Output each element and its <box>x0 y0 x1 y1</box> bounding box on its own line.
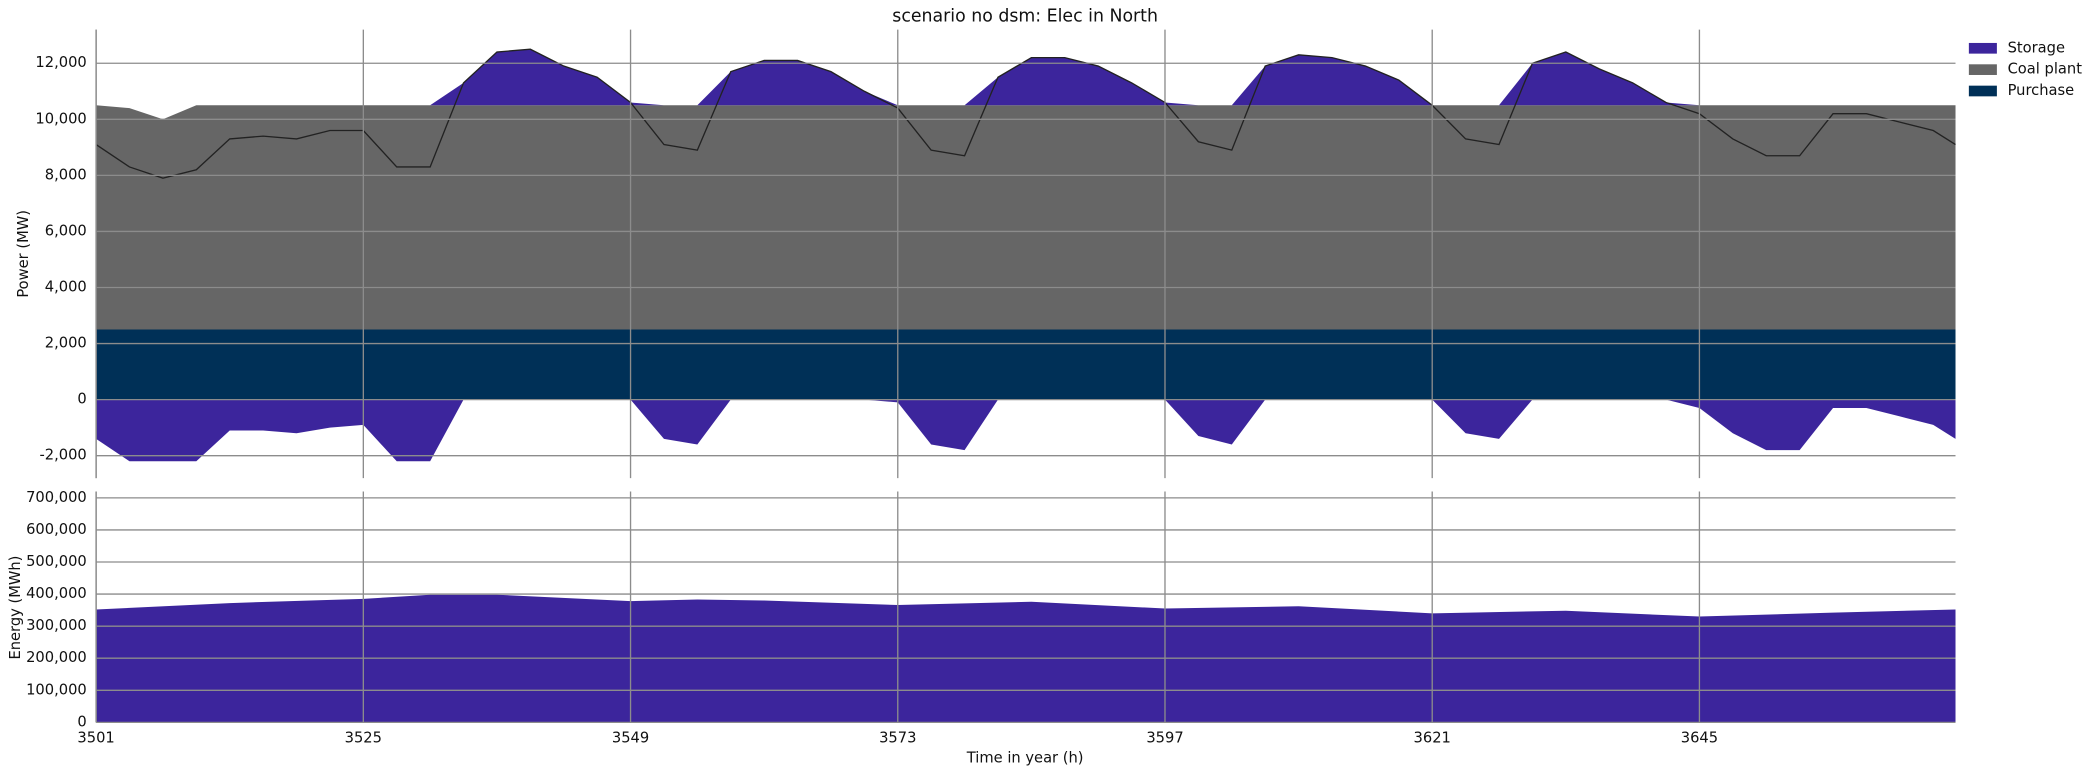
y-tick-label: 0 <box>77 713 86 730</box>
x-tick-label: 3597 <box>1146 729 1183 746</box>
line <box>95 48 1956 179</box>
y-tick-label: 200,000 <box>26 649 87 666</box>
x-tick-label: 3525 <box>345 729 382 746</box>
y-tick-label: 100,000 <box>26 681 87 698</box>
y-axis-label: Energy (MWh) <box>7 556 24 660</box>
area <box>96 105 1956 330</box>
x-tick-label: 3573 <box>879 729 916 746</box>
y-tick-label: 10,000 <box>35 110 86 127</box>
y-tick-label: 8,000 <box>45 166 87 183</box>
y-axis-label: Power (MW) <box>15 210 32 298</box>
legend-label: Coal plant <box>2008 61 2083 78</box>
y-tick-label: 4,000 <box>45 278 87 295</box>
y-tick-label: 2,000 <box>45 335 87 352</box>
y-tick-label: -2,000 <box>39 447 86 464</box>
x-axis-label: Time in year (h) <box>966 749 1084 766</box>
y-tick-label: 6,000 <box>45 222 87 239</box>
y-tick-label: 12,000 <box>35 54 86 71</box>
area <box>96 49 1956 120</box>
y-tick-label: 300,000 <box>26 617 87 634</box>
chart-title: scenario no dsm: Elec in North <box>892 6 1158 26</box>
legend-swatch <box>1968 64 1997 75</box>
legend-swatch <box>1968 85 1997 97</box>
legend-label: Storage <box>2008 39 2065 56</box>
y-tick-label: 0 <box>77 391 86 408</box>
y-tick-label: 600,000 <box>26 521 87 538</box>
y-tick-label: 400,000 <box>26 585 87 602</box>
x-tick-label: 3501 <box>77 729 114 746</box>
area <box>96 329 1956 400</box>
area <box>96 399 1956 462</box>
y-tick-label: 500,000 <box>26 553 87 570</box>
x-tick-label: 3549 <box>612 729 649 746</box>
legend-label: Purchase <box>2008 82 2075 99</box>
legend-swatch <box>1968 42 1997 54</box>
x-tick-label: 3621 <box>1414 729 1451 746</box>
y-tick-label: 700,000 <box>26 489 87 506</box>
x-tick-label: 3645 <box>1681 729 1718 746</box>
